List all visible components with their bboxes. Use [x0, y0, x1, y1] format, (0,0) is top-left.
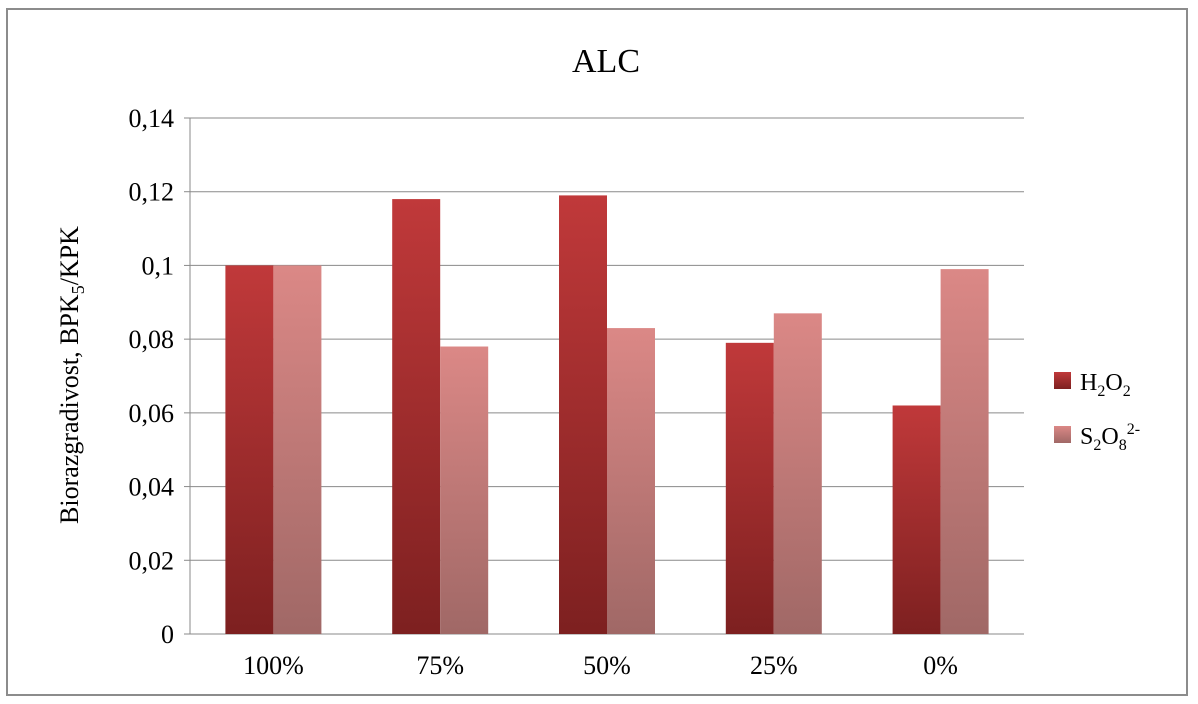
y-tick-label: 0 — [161, 620, 174, 649]
y-axis-ticks: 0 0,02 0,04 0,06 0,08 0,1 0,12 0,14 — [129, 104, 175, 649]
legend-label: S2O82- — [1080, 421, 1140, 454]
bar-s2o8 — [440, 346, 489, 634]
bar-s2o8 — [773, 313, 822, 634]
x-axis-ticks: 100% 75% 50% 25% 0% — [243, 651, 958, 680]
bar-s2o8 — [273, 265, 322, 634]
legend: H2O2 S2O82- — [1054, 370, 1140, 454]
y-label-main: Biorazgradivost, BPK — [55, 294, 84, 524]
y-tick-label: 0,08 — [129, 325, 175, 354]
bar-s2o8 — [607, 328, 655, 634]
y-tick-label: 0,12 — [129, 178, 175, 207]
x-tick-label: 75% — [416, 651, 464, 680]
x-tick-label: 0% — [923, 651, 958, 680]
y-label-suffix: /KPK — [55, 226, 84, 285]
bar-h2o2 — [392, 199, 441, 635]
bar-s2o8 — [940, 269, 989, 634]
bar-h2o2 — [559, 195, 607, 634]
y-tick-label: 0,14 — [129, 104, 175, 133]
bar-h2o2 — [892, 405, 941, 634]
legend-label: H2O2 — [1080, 370, 1131, 400]
y-tick-label: 0,02 — [129, 546, 175, 575]
y-tick-label: 0,04 — [129, 473, 175, 502]
y-axis-label: Biorazgradivost, BPK5/KPK — [55, 226, 88, 524]
bar-h2o2 — [725, 342, 774, 634]
y-tick-label: 0,1 — [142, 251, 175, 280]
x-tick-label: 25% — [750, 651, 798, 680]
legend-swatch — [1054, 372, 1071, 389]
bar-h2o2 — [225, 265, 274, 634]
chart-title: ALC — [572, 43, 640, 80]
bars — [225, 195, 989, 635]
x-tick-label: 50% — [583, 651, 631, 680]
y-label-sub: 5 — [68, 285, 88, 294]
x-tick-label: 100% — [243, 651, 304, 680]
y-tick-label: 0,06 — [129, 399, 175, 428]
legend-swatch — [1054, 426, 1071, 443]
